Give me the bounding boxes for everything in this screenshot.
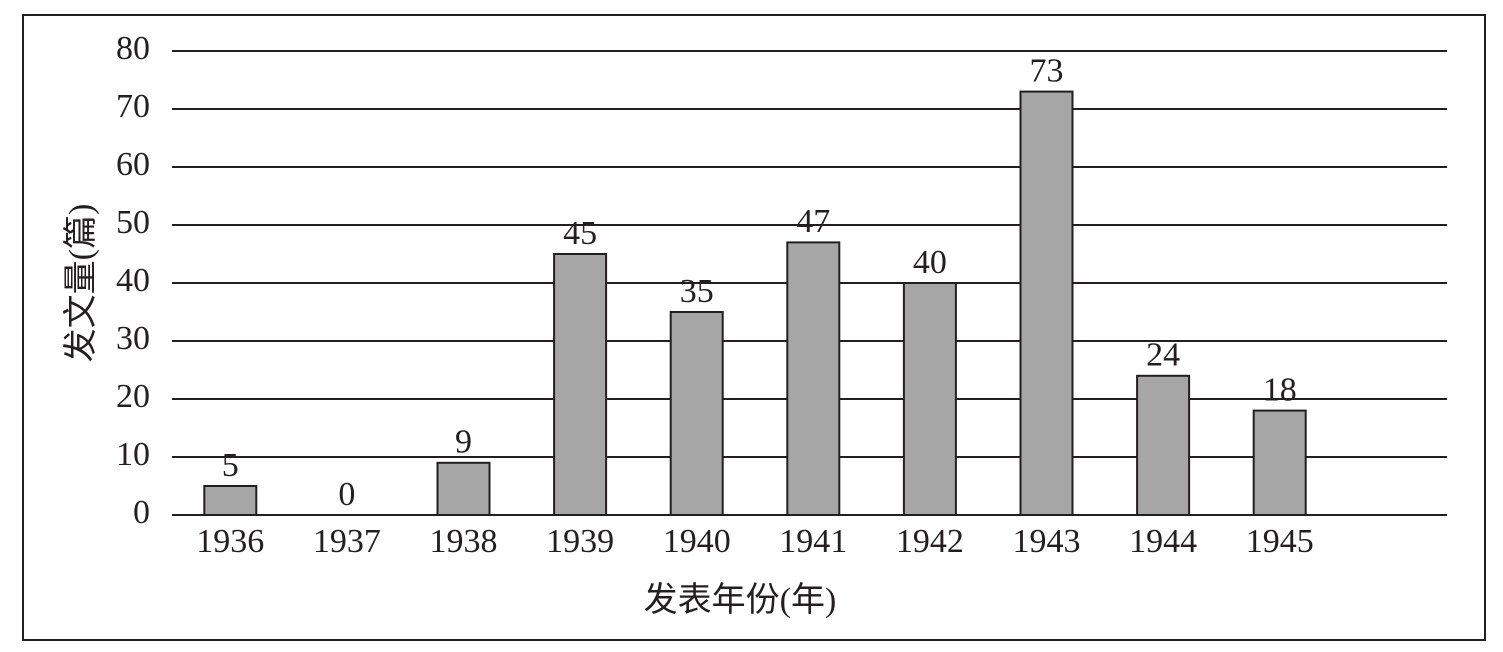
y-tick-label: 50 xyxy=(116,204,150,241)
y-axis-label: 发文量(篇) xyxy=(62,204,100,363)
bar xyxy=(669,311,724,516)
x-tick-label: 1945 xyxy=(1246,523,1314,560)
x-axis-label: 发表年份(年) xyxy=(644,581,837,619)
y-tick-label: 20 xyxy=(116,378,150,415)
x-tick-label: 1937 xyxy=(313,523,381,560)
y-tick-label: 30 xyxy=(116,320,150,357)
bar xyxy=(786,241,841,516)
x-tick-label: 1944 xyxy=(1129,523,1197,560)
x-tick-label: 1939 xyxy=(546,523,614,560)
x-tick-label: 1938 xyxy=(430,523,498,560)
x-tick-label: 1941 xyxy=(779,523,847,560)
value-label: 0 xyxy=(338,476,355,513)
bar xyxy=(203,485,258,516)
value-label: 35 xyxy=(680,273,714,310)
y-tick-label: 60 xyxy=(116,146,150,183)
frame xyxy=(22,14,1486,641)
y-tick-label: 80 xyxy=(116,30,150,67)
bar xyxy=(902,282,957,516)
value-label: 9 xyxy=(455,424,472,461)
value-label: 73 xyxy=(1030,52,1064,89)
value-label: 47 xyxy=(796,203,830,240)
x-tick-label: 1942 xyxy=(896,523,964,560)
bar xyxy=(553,253,608,516)
bar xyxy=(436,461,491,516)
bar xyxy=(1019,90,1074,516)
y-tick-label: 0 xyxy=(133,494,150,531)
value-label: 24 xyxy=(1146,337,1180,374)
x-tick-label: 1940 xyxy=(663,523,731,560)
value-label: 18 xyxy=(1263,371,1297,408)
value-label: 45 xyxy=(563,215,597,252)
y-tick-label: 40 xyxy=(116,262,150,299)
bar xyxy=(1252,409,1307,517)
y-tick-label: 70 xyxy=(116,88,150,125)
x-tick-label: 1936 xyxy=(196,523,264,560)
bar xyxy=(1136,374,1191,516)
y-tick-label: 10 xyxy=(116,436,150,473)
value-label: 40 xyxy=(913,244,947,281)
x-tick-label: 1943 xyxy=(1013,523,1081,560)
value-label: 5 xyxy=(222,447,239,484)
